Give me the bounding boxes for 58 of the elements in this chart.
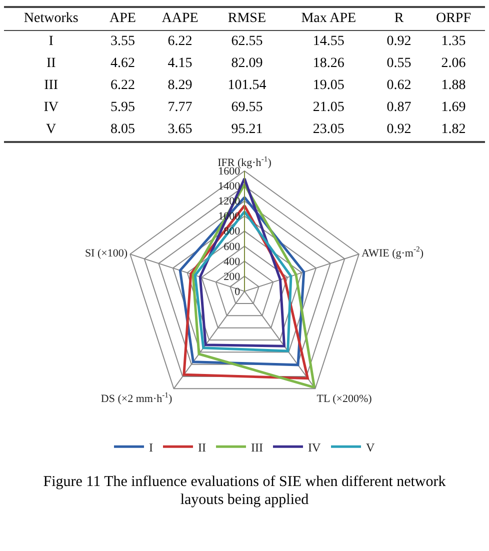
- y-tick-label: III: [43, 77, 60, 95]
- y-tick-label: 1600: [218, 166, 241, 178]
- data-label: 95.21: [230, 121, 264, 139]
- data-label: 101.54: [226, 77, 268, 95]
- legend-label: V: [366, 440, 375, 454]
- x-tick-label: R: [393, 10, 405, 28]
- data-label: 1.82: [440, 121, 467, 139]
- y-tick-label: 200: [224, 270, 241, 283]
- legend-label: I: [149, 440, 153, 454]
- data-label: 62.55: [230, 33, 264, 51]
- y-tick-label: V: [45, 121, 58, 139]
- y-tick-label: I: [48, 33, 54, 51]
- data-label: 1.88: [440, 77, 467, 95]
- y-tick-label: 1400: [218, 180, 241, 193]
- x-tick-label: AAPE: [160, 10, 200, 28]
- y-tick-label: 600: [224, 240, 241, 253]
- text: Figure 11 The influence evaluations of SIE when different network layouts being applied: [42, 473, 447, 509]
- y-tick-label: IV: [42, 99, 60, 117]
- x-tick-label: ORPF: [434, 10, 472, 28]
- data-label: 23.05: [312, 121, 346, 139]
- data-label: 6.22: [110, 77, 136, 95]
- x-tick-label: APE: [108, 10, 137, 28]
- data-label: 4.15: [166, 55, 194, 73]
- spoke-label: AWIE (g·m$^{-2}$): [362, 244, 424, 260]
- x-tick-label: RMSE: [226, 10, 268, 28]
- data-label: 0.92: [386, 121, 412, 139]
- data-label: 69.55: [230, 99, 264, 117]
- spoke-label: TL (×200%): [316, 393, 372, 406]
- data-label: 82.09: [230, 55, 264, 73]
- data-label: 1.69: [440, 99, 467, 117]
- data-label: 0.62: [386, 77, 412, 95]
- data-label: 4.62: [110, 55, 136, 73]
- data-label: 3.65: [166, 121, 194, 139]
- data-label: 0.55: [386, 55, 412, 73]
- data-label: 0.92: [386, 33, 412, 51]
- data-label: 8.05: [110, 121, 136, 139]
- data-label: 14.55: [312, 33, 346, 51]
- y-tick-label: II: [45, 55, 57, 73]
- data-label: 5.95: [110, 99, 136, 117]
- y-axis-title: Networks: [22, 10, 80, 28]
- y-tick-label: 400: [224, 256, 241, 268]
- y-tick-label: 0: [234, 286, 241, 298]
- legend-label: IV: [308, 440, 321, 454]
- data-label: 2.06: [440, 55, 467, 73]
- data-label: 19.05: [312, 77, 346, 95]
- data-label: 1.35: [440, 33, 467, 51]
- spoke-label: SI (×100): [84, 247, 128, 260]
- data-label: 8.29: [166, 77, 194, 95]
- data-label: 18.26: [312, 55, 346, 73]
- legend-label: III: [251, 440, 263, 454]
- data-label: 6.22: [166, 33, 194, 51]
- data-label: 0.87: [386, 99, 412, 117]
- spoke-label: DS (×2 mm·h$^{-1}$): [100, 390, 173, 406]
- x-tick-label: Max APE: [300, 10, 358, 28]
- legend-label: II: [198, 440, 206, 454]
- data-label: 21.05: [312, 99, 346, 117]
- data-label: 7.77: [166, 99, 194, 117]
- data-label: 3.55: [110, 33, 136, 51]
